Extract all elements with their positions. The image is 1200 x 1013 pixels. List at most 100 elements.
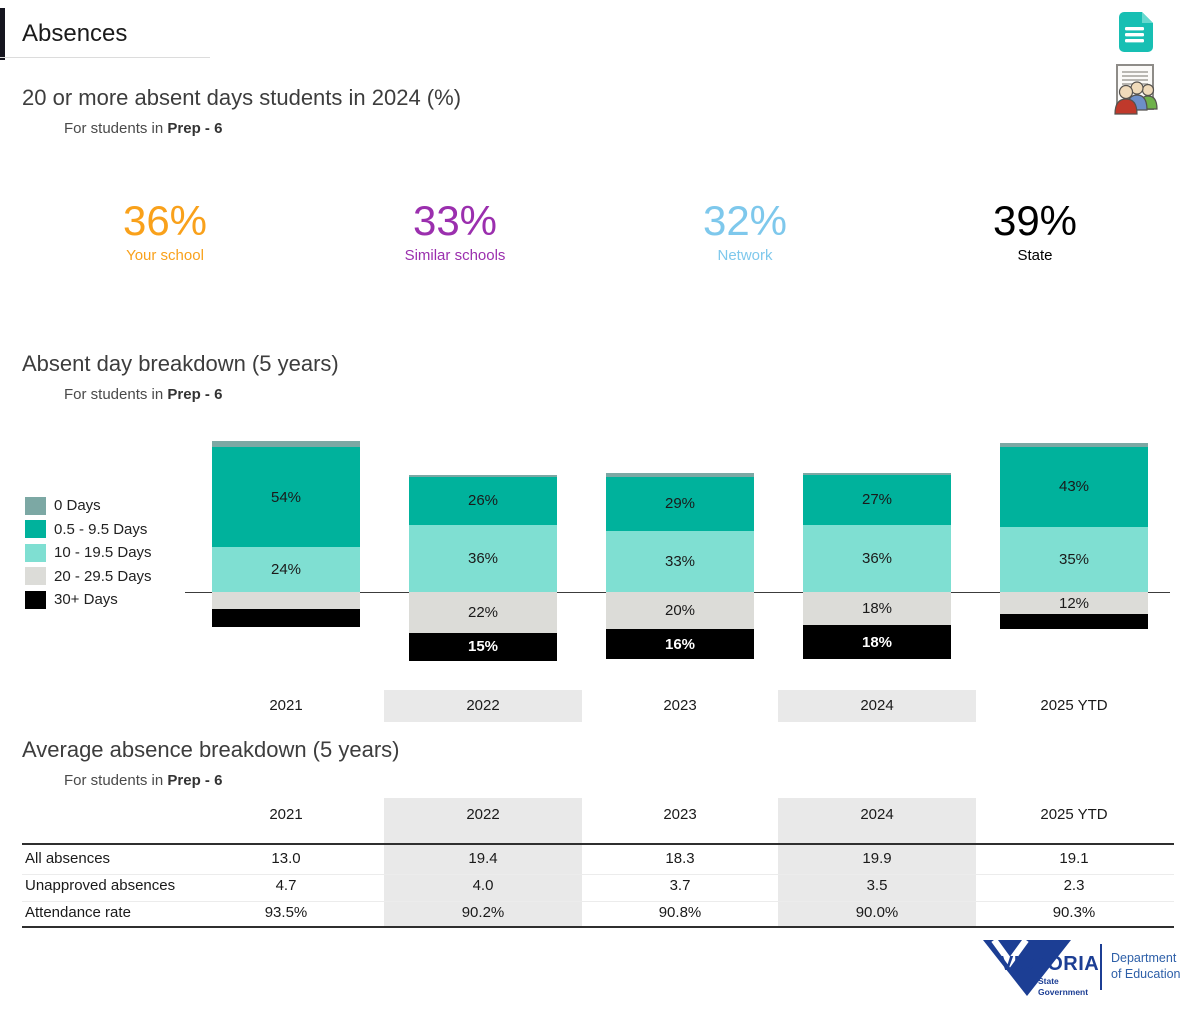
table-cell: 4.7 [275, 877, 297, 894]
bar-segment: 12% [1000, 592, 1148, 615]
table-cell: 19.9 [862, 850, 892, 867]
table-cell: 90.8% [658, 904, 702, 921]
row-separator [22, 901, 1174, 902]
table-bottom-border [22, 926, 1174, 928]
table-row-label: All absences [25, 850, 111, 867]
table-header-cell: 2022 [466, 806, 500, 823]
stat-label: Similar schools [404, 247, 506, 265]
legend-label: 10 - 19.5 Days [54, 544, 152, 562]
legend-item: 10 - 19.5 Days [25, 541, 152, 565]
legend-label: 30+ Days [54, 591, 118, 609]
logo-department-line1: Department [1111, 951, 1177, 965]
bar-segment: 36% [803, 525, 951, 592]
legend-swatch [25, 567, 46, 586]
bar-segment: 29% [606, 476, 754, 531]
table-row-label: Attendance rate [25, 904, 131, 921]
table-cell: 90.0% [855, 904, 899, 921]
victoria-government-logo: VICTORIA State Government Department of … [980, 933, 1195, 1005]
bar-segment [1000, 614, 1148, 630]
victoria-triangle-icon [983, 938, 1071, 996]
column-stripe [384, 798, 582, 928]
x-axis-label: 2021 [269, 697, 303, 714]
legend-swatch [25, 590, 46, 609]
student-cohort-button[interactable] [1110, 64, 1160, 116]
table-cell: 90.3% [1052, 904, 1096, 921]
bar-segment: 54% [212, 446, 360, 548]
metric-title: 20 or more absent days students in 2024 … [22, 85, 462, 110]
stat-label: Your school [126, 247, 204, 265]
bar-segment [803, 472, 951, 475]
table-cell: 19.4 [468, 850, 498, 867]
logo-victoria-text: VICTORIA [1000, 953, 1100, 975]
metric-subtitle: For students in Prep - 6 [64, 120, 222, 137]
legend-swatch [25, 520, 46, 539]
x-axis-label: 2024 [778, 690, 976, 722]
bar-segment [212, 441, 360, 447]
stat-value: 33% [412, 197, 498, 244]
chart-section-title: Absent day breakdown (5 years) [22, 351, 339, 376]
logo-department-line2: of Education [1111, 967, 1181, 982]
bar-segment: 33% [606, 530, 754, 592]
legend-label: 0 Days [54, 497, 101, 515]
legend-label: 0.5 - 9.5 Days [54, 520, 148, 538]
stat-card: 39% State [890, 197, 1180, 265]
bar-segment: 22% [409, 592, 557, 633]
bar-segment: 36% [409, 525, 557, 592]
bar-segment: 18% [803, 625, 951, 659]
comparison-stats-row: 36% Your school 33% Similar schools 32% Netwo… [20, 197, 1180, 265]
table-subtitle-prefix: For students in [64, 772, 164, 789]
x-axis-label: 2022 [384, 690, 582, 722]
stat-card: 33% Similar schools [310, 197, 600, 265]
bar-segment [212, 592, 360, 609]
column-stripe [778, 798, 976, 928]
teal-document-icon [1116, 12, 1156, 57]
legend-label: 20 - 29.5 Days [54, 567, 152, 585]
title-underline [0, 57, 210, 58]
bar-segment [409, 474, 557, 477]
table-cell: 3.7 [669, 877, 691, 894]
logo-state-government-text: State Government [1038, 976, 1088, 997]
table-header-cell: 2025 YTD [1040, 806, 1108, 823]
table-cell: 18.3 [665, 850, 695, 867]
legend-item: 20 - 29.5 Days [25, 565, 152, 589]
table-section-title: Average absence breakdown (5 years) [22, 737, 400, 762]
bar-segment: 16% [606, 629, 754, 659]
chart-subtitle-prefix: For students in [64, 386, 164, 403]
bar-segment [1000, 443, 1148, 447]
stat-card: 36% Your school [20, 197, 310, 265]
table-header-cell: 2021 [269, 806, 303, 823]
bar-segment: 20% [606, 592, 754, 630]
table-cell: 93.5% [264, 904, 308, 921]
logo-state-line: State [1038, 976, 1059, 986]
bar-segment: 15% [409, 632, 557, 661]
legend-item: 0 Days [25, 494, 152, 518]
x-axis-label: 2025 YTD [1040, 697, 1108, 714]
stat-label: State [1017, 247, 1053, 265]
bar-segment: 27% [803, 474, 951, 526]
table-subtitle-cohort: Prep - 6 [167, 772, 223, 789]
bar-segment: 24% [212, 547, 360, 592]
legend-item: 0.5 - 9.5 Days [25, 518, 152, 542]
bar-segment: 35% [1000, 526, 1148, 592]
row-separator [22, 874, 1174, 875]
legend-item: 30+ Days [25, 588, 152, 612]
bar-segment: 18% [803, 592, 951, 626]
stat-value: 39% [992, 197, 1078, 244]
metric-subtitle-cohort: Prep - 6 [167, 120, 223, 137]
chart-subtitle-cohort: Prep - 6 [167, 386, 223, 403]
logo-divider [1100, 944, 1102, 990]
title-accent-bar [0, 8, 5, 60]
table-cell: 4.0 [472, 877, 494, 894]
metric-subtitle-prefix: For students in [64, 120, 164, 137]
x-axis-label: 2023 [663, 697, 697, 714]
table-header-cell: 2024 [860, 806, 894, 823]
stat-value: 36% [122, 197, 208, 244]
report-document-button[interactable] [1116, 11, 1156, 53]
table-cell: 90.2% [461, 904, 505, 921]
report-with-people-icon [1110, 64, 1160, 120]
bar-segment: 43% [1000, 446, 1148, 527]
table-cell: 2.3 [1063, 877, 1085, 894]
bar-segment [606, 472, 754, 477]
legend-swatch [25, 543, 46, 562]
table-subtitle: For students in Prep - 6 [64, 772, 222, 789]
